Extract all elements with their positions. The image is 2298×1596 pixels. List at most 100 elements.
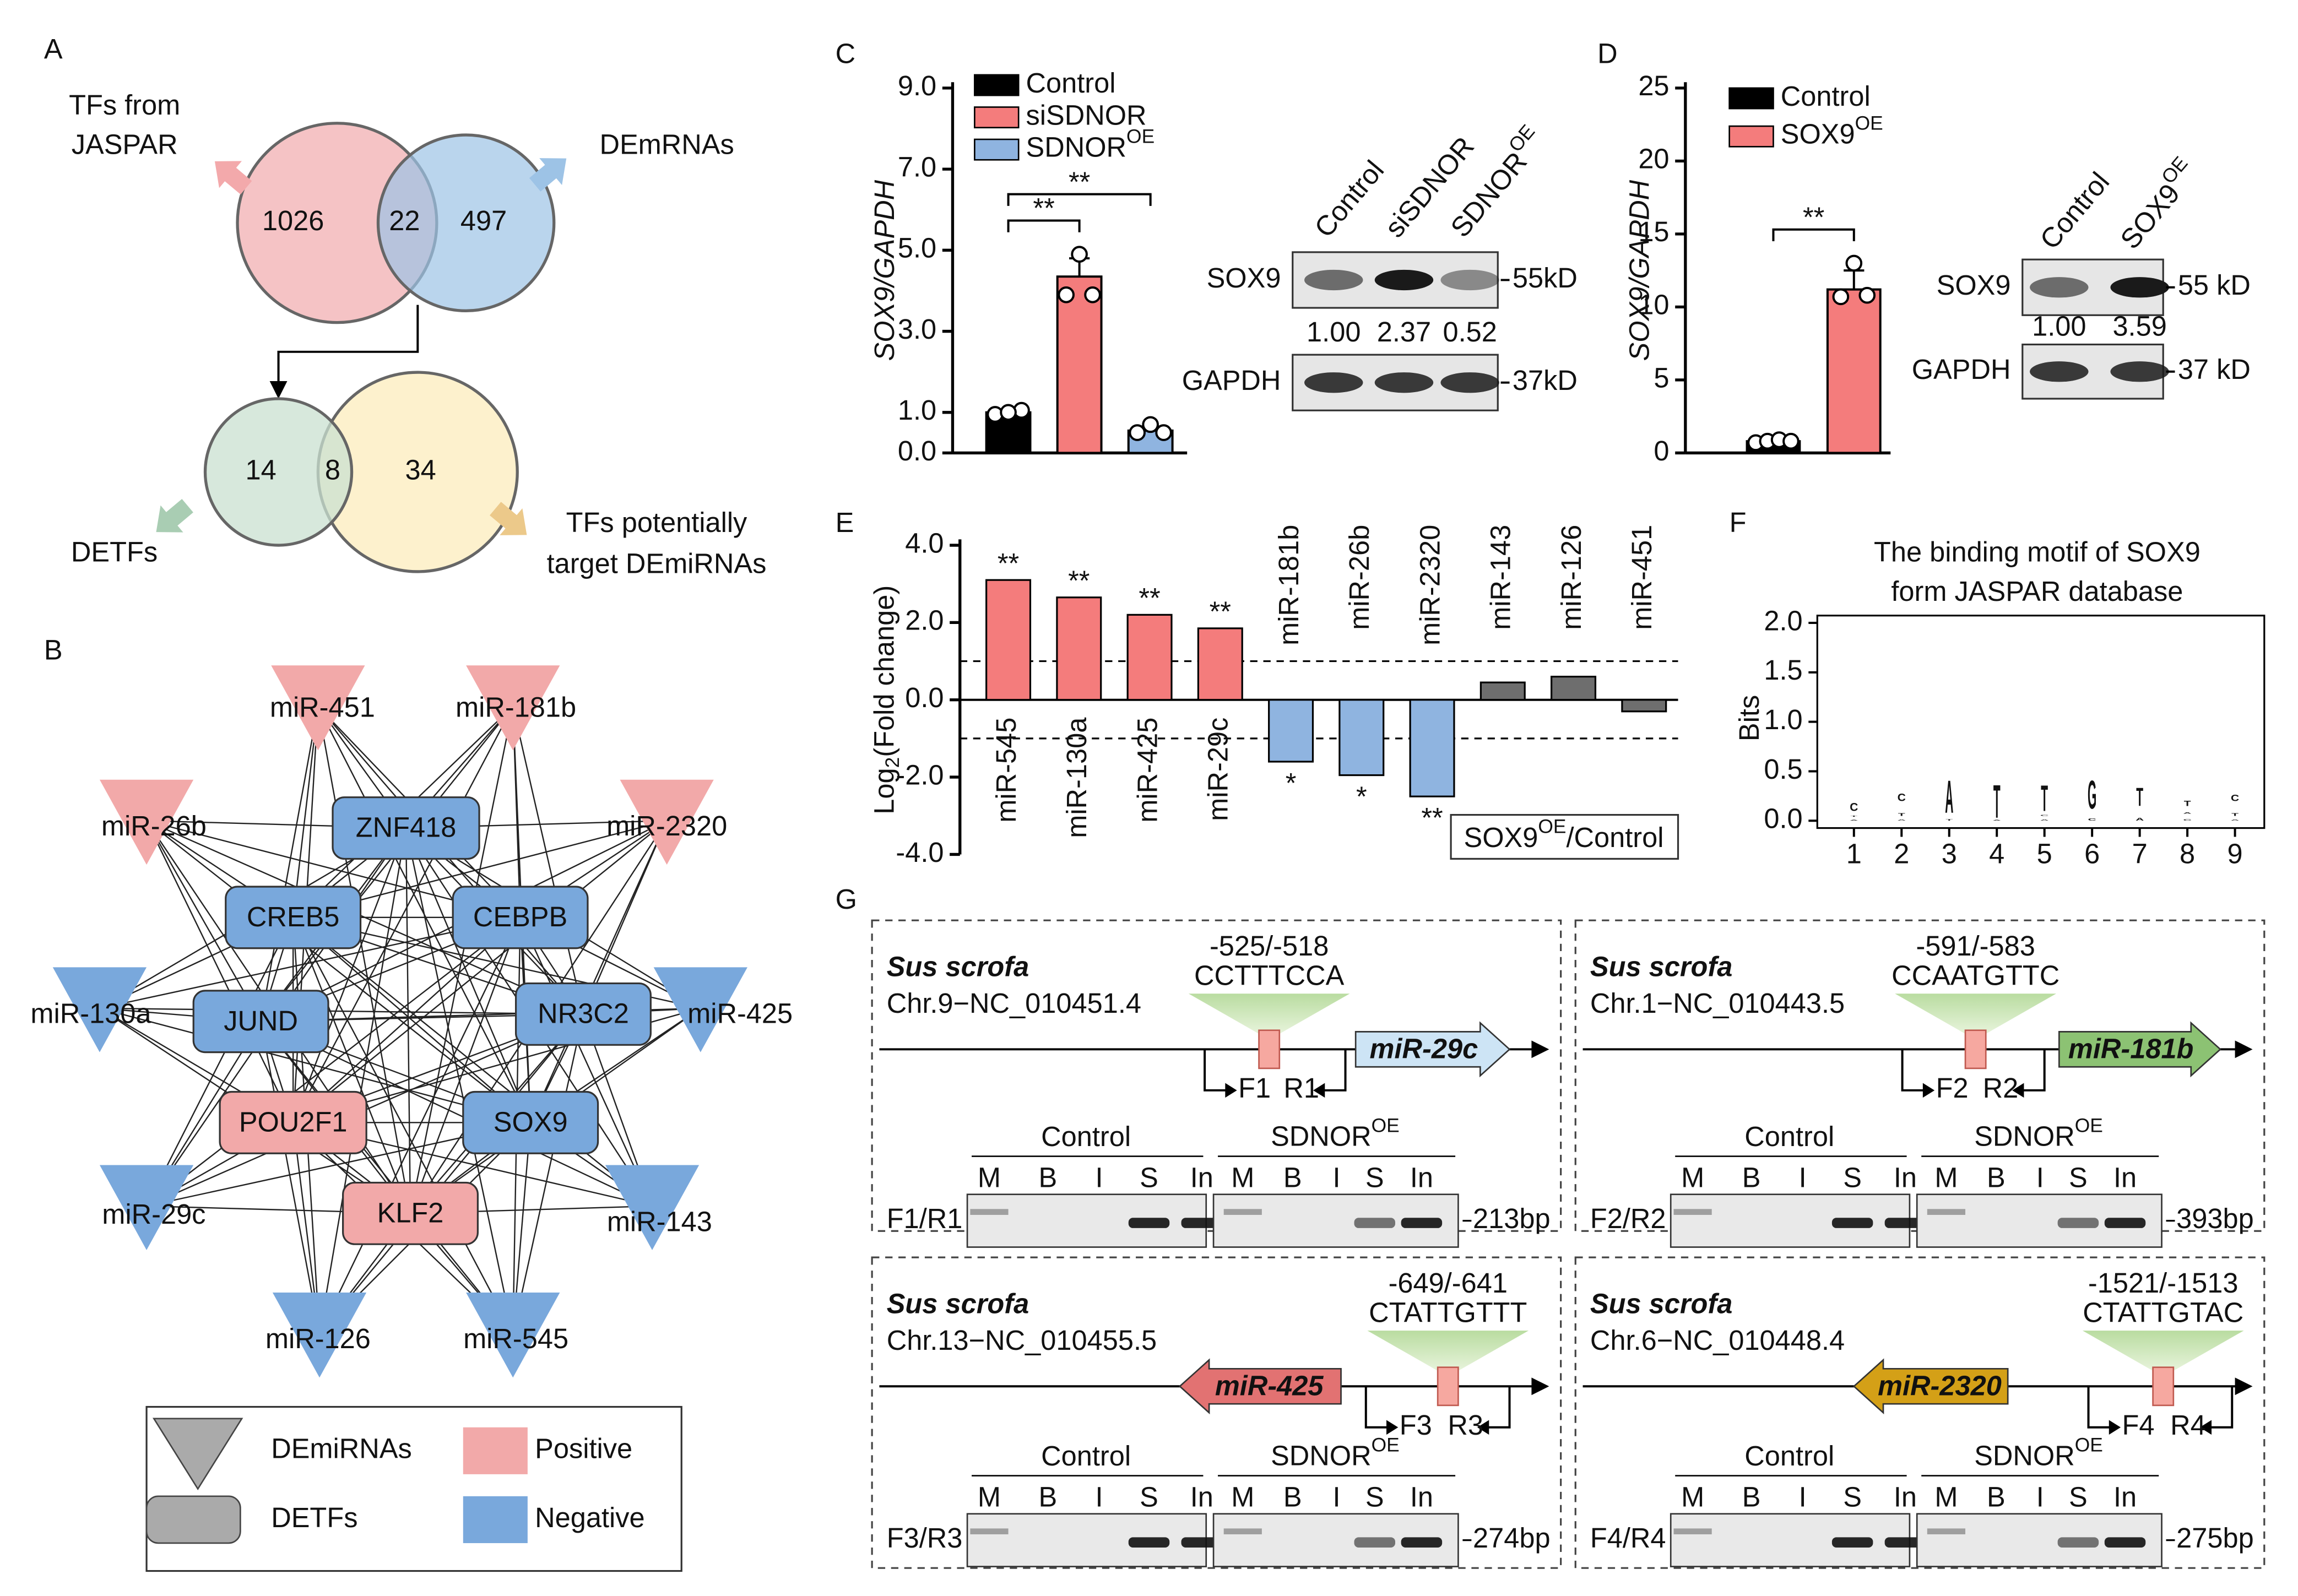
node-label: miR-451: [270, 691, 375, 723]
lane-label: I: [1799, 1161, 1807, 1193]
product-size: 274bp: [1473, 1522, 1551, 1554]
significance-label: **: [998, 547, 1019, 579]
lane-label: M: [1934, 1161, 1958, 1193]
data-point: [1858, 286, 1876, 304]
chart-title: form JASPAR database: [1891, 576, 2183, 607]
data-point: [1129, 424, 1146, 441]
arrow: [529, 158, 567, 192]
primer-reverse: [2208, 1386, 2234, 1429]
lane-label: Control: [2034, 166, 2115, 254]
y-tick-label: 0: [1654, 435, 1669, 466]
edge: [409, 917, 521, 1214]
data-point: [1058, 286, 1075, 303]
blot-band: [2110, 361, 2169, 382]
blot-band: [2110, 277, 2169, 298]
gel-group-sup: OE: [1372, 1435, 1400, 1456]
y-axis-label-text: Log: [869, 768, 900, 814]
protein-label: SOX9: [1937, 269, 2011, 301]
y-tick-label: 10: [1638, 289, 1669, 321]
venn-count: 14: [245, 454, 276, 485]
category-label: miR-29c: [1202, 718, 1234, 821]
edge: [318, 828, 407, 1334]
blot-band: [1374, 372, 1434, 393]
logo-letter: A: [2183, 812, 2192, 814]
gel-group: SDNOROE: [1974, 1435, 2103, 1472]
chart-title: The binding motif of SOX9: [1874, 536, 2201, 567]
node-label: NR3C2: [538, 997, 629, 1029]
gel-band: [970, 1528, 1009, 1535]
gel-band: [2057, 1218, 2099, 1228]
legend-label: siSDNOR: [1026, 99, 1147, 131]
y-tick-label: 1.0: [898, 394, 936, 426]
arrow: [214, 161, 252, 195]
tf-node: [225, 886, 362, 949]
promoter-line-head: [2235, 1040, 2253, 1058]
tf-node: [462, 1090, 599, 1154]
lane-label: B: [1987, 1161, 2006, 1193]
gene-arrow: [1354, 1021, 1511, 1078]
lane-label: S: [1843, 1161, 1862, 1193]
size-label: 55kD: [1513, 262, 1578, 294]
data-point: [1845, 254, 1863, 272]
x-tick-label: 3: [1942, 838, 1957, 869]
y-tick-label: 2.0: [1764, 605, 1802, 636]
gel-band: [1831, 1537, 1873, 1548]
primer-label: R3: [1448, 1409, 1483, 1441]
panel-label: F: [1730, 507, 1747, 538]
logo-letter: A: [1945, 771, 1953, 823]
tf-node: [452, 886, 589, 949]
node-label: ZNF418: [356, 812, 457, 843]
category-label: miR-26b: [1343, 525, 1375, 630]
blot-band: [1440, 372, 1499, 393]
bar: [1056, 275, 1103, 454]
lane-label: M: [978, 1161, 1001, 1193]
chromosome-label: Chr.6−NC_010448.4: [1590, 1324, 1845, 1356]
edge: [519, 917, 653, 1207]
logo-letter: T: [1850, 816, 1857, 817]
mirna-node: [271, 665, 365, 751]
bar: [1551, 676, 1597, 701]
edge: [292, 916, 531, 1123]
gene-label: miR-2320: [1878, 1370, 2002, 1401]
legend-label-sup: OE: [1855, 113, 1883, 134]
site-position: -649/-641: [1389, 1267, 1508, 1299]
gel-band: [1884, 1537, 1926, 1548]
gel-band: [970, 1209, 1009, 1215]
node-label: JUND: [224, 1005, 298, 1036]
logo-letter: T: [2136, 783, 2143, 812]
lane-label: B: [1987, 1481, 2006, 1513]
legend-label: SOX9OE/Control: [1464, 816, 1663, 853]
lane-label: B: [1283, 1481, 1302, 1513]
primer-head: [1922, 1083, 1935, 1098]
gel-band: [1128, 1218, 1170, 1228]
edge: [530, 820, 668, 1123]
blot-band: [1304, 372, 1363, 393]
node-label: miR-29c: [102, 1198, 205, 1230]
tf-node: [219, 1090, 367, 1154]
edge: [292, 916, 521, 1123]
edge: [317, 705, 584, 1015]
logo-letter: C: [1898, 792, 1906, 804]
gel-band: [1401, 1537, 1443, 1548]
significance-label: **: [1033, 192, 1054, 224]
primer-label: F1: [1238, 1072, 1271, 1104]
legend-label: Control: [1026, 67, 1116, 99]
y-axis-label: SOX9/GAPDH: [1623, 180, 1655, 361]
blot-band: [1304, 269, 1363, 291]
significance-label: **: [1069, 166, 1090, 197]
logo-letter: A: [2231, 819, 2239, 821]
site-funnel: [1367, 1331, 1529, 1372]
legend-square: [463, 1496, 528, 1543]
tf-node: [192, 990, 329, 1054]
y-tick-label: 15: [1638, 216, 1669, 247]
lane-label: B: [1039, 1481, 1058, 1513]
edge: [512, 1014, 584, 1334]
primer-head: [2199, 1420, 2212, 1435]
gel-group: Control: [1744, 1121, 1834, 1152]
protein-label: SOX9: [1207, 262, 1281, 294]
edge: [260, 1021, 514, 1334]
gel: [1670, 1193, 1911, 1248]
quant-label: 2.37: [1377, 316, 1431, 348]
legend-triangle: [152, 1418, 243, 1491]
blot-band: [2030, 277, 2089, 298]
